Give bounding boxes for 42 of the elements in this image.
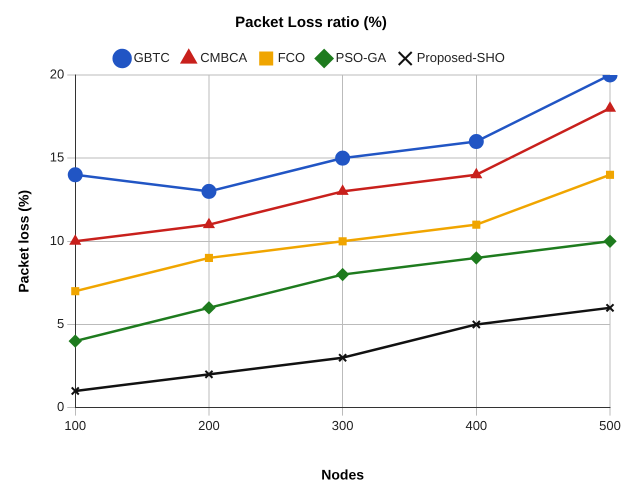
point — [338, 353, 348, 362]
y-tick-label: 20 — [50, 66, 64, 82]
point — [336, 184, 348, 195]
point — [470, 251, 483, 264]
x-tick-label: 300 — [332, 418, 354, 433]
point — [468, 134, 484, 150]
point — [338, 237, 347, 246]
point — [336, 268, 350, 282]
point — [604, 102, 616, 112]
x-tick-label: 500 — [599, 418, 621, 433]
point — [71, 287, 80, 296]
point — [203, 218, 215, 228]
y-axis-title: Packet loss (%) — [15, 190, 32, 293]
chart-title: Packet Loss ratio (%) — [235, 14, 387, 32]
point — [201, 184, 216, 199]
point — [472, 320, 481, 329]
x-tick-label: 100 — [64, 418, 86, 433]
point — [335, 150, 350, 166]
point — [70, 386, 80, 396]
point — [606, 170, 614, 179]
point — [204, 370, 214, 379]
point — [605, 303, 615, 312]
y-tick-label: 10 — [50, 232, 64, 248]
point — [68, 334, 82, 348]
point — [604, 234, 616, 248]
legend-label: GBTC — [134, 50, 170, 66]
point — [472, 220, 480, 229]
y-tick-label: 5 — [57, 316, 64, 332]
x-tick-label: 200 — [198, 418, 220, 433]
y-tick-label: 0 — [57, 399, 64, 414]
point — [202, 301, 216, 314]
legend-label: Proposed-SHO — [416, 50, 505, 66]
point — [70, 234, 81, 245]
legend-label: CMBCA — [200, 50, 248, 66]
legend-label: FCO — [278, 50, 306, 66]
x-axis-title: Nodes — [321, 466, 364, 482]
legend-label: PSO-GA — [336, 50, 387, 66]
y-tick-label: 15 — [50, 150, 64, 165]
point — [68, 167, 83, 182]
point — [204, 254, 213, 262]
point — [470, 168, 482, 178]
x-tick-label: 400 — [465, 418, 488, 433]
